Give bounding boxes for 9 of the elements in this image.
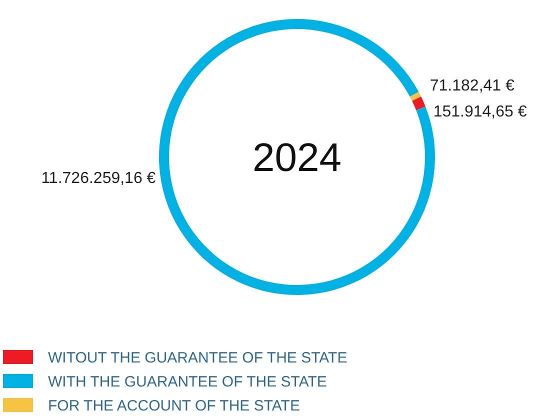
- donut-slice: [412, 96, 426, 110]
- legend-label: FOR THE ACCOUNT OF THE STATE: [48, 397, 300, 414]
- data-label: 71.182,41 €: [430, 77, 515, 94]
- legend-label: WITOUT THE GUARANTEE OF THE STATE: [48, 349, 348, 366]
- text: 2024: [252, 136, 342, 180]
- legend-label: WITH THE GUARANTEE OF THE STATE: [48, 373, 327, 390]
- data-label: 151.914,65 €: [433, 103, 527, 120]
- data-label: 11.726.259,16 €: [41, 170, 156, 187]
- donut-slice: [410, 92, 422, 101]
